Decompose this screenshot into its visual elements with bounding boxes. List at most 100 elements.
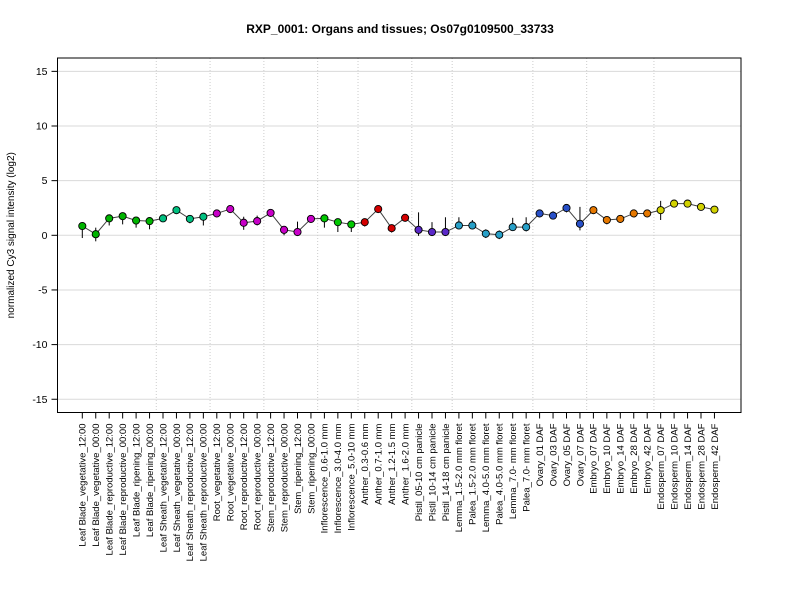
data-point xyxy=(710,205,719,214)
data-point xyxy=(495,230,504,239)
x-tick-label: Ovary_01 DAF xyxy=(535,423,546,486)
data-point xyxy=(427,227,437,237)
data-point xyxy=(105,214,114,223)
x-tick-label: Inflorescence_3.0-4.0 mm xyxy=(333,423,344,533)
data-point xyxy=(616,214,625,223)
data-point xyxy=(306,214,316,223)
x-tick-label: Leaf Blade_reproductive_12:00 xyxy=(105,424,116,556)
data-point xyxy=(347,220,356,229)
data-point xyxy=(333,218,342,227)
x-tick-label: Ovary_03 DAF xyxy=(548,423,559,486)
x-tick-label: Stem_ripening_12:00 xyxy=(293,424,304,514)
data-point xyxy=(589,206,598,215)
data-point xyxy=(212,209,221,218)
x-tick-label: Palea_4.0-5.0 mm floret xyxy=(495,423,506,525)
x-tick-label: Pistil_05-10 cm panicle xyxy=(414,424,425,522)
data-point xyxy=(118,212,127,221)
y-tick-label: -15 xyxy=(32,394,47,406)
data-point xyxy=(549,211,558,220)
data-point xyxy=(481,229,490,238)
data-point xyxy=(683,199,692,208)
x-tick-label: Embryo_14 DAF xyxy=(616,423,627,493)
data-point xyxy=(535,209,544,218)
x-tick-label: Lemma_1.5-2.0 mm floret xyxy=(454,423,465,532)
data-point xyxy=(414,225,423,234)
data-point xyxy=(253,217,262,226)
x-tick-label: Leaf Blade_ripening_12:00 xyxy=(131,424,142,538)
data-point xyxy=(670,199,679,208)
data-point xyxy=(172,206,181,215)
x-tick-label: Inflorescence_0.6-1.0 mm xyxy=(320,423,331,533)
data-point xyxy=(387,224,396,233)
x-tick-label: Leaf Blade_vegetative_00:00 xyxy=(91,424,102,547)
data-point xyxy=(454,221,463,230)
data-point xyxy=(508,223,517,232)
data-point xyxy=(320,214,329,223)
data-point xyxy=(696,202,706,211)
x-tick-label: Leaf Blade_ripening_00:00 xyxy=(145,424,156,538)
x-tick-label: Ovary_07 DAF xyxy=(575,423,586,486)
data-point xyxy=(374,205,383,214)
x-tick-label: Endosperm_07 DAF xyxy=(656,423,667,509)
data-point xyxy=(185,214,194,223)
x-tick-label: Stem_reproductive_12:00 xyxy=(266,424,277,533)
y-tick-label: -10 xyxy=(32,339,47,351)
x-tick-label: Leaf Sheath_reproductive_00:00 xyxy=(199,424,210,562)
x-tick-label: Anther_0.3-0.6 mm xyxy=(360,423,371,504)
data-point xyxy=(279,225,289,234)
data-point xyxy=(360,218,369,227)
data-point xyxy=(145,217,154,226)
x-tick-label: Lemma_4.0-5.0 mm floret xyxy=(481,423,492,532)
x-tick-label: Root_reproductive_00:00 xyxy=(252,424,263,531)
data-point xyxy=(629,209,638,218)
data-point xyxy=(293,227,302,237)
x-tick-label: Ovary_05 DAF xyxy=(562,423,573,486)
x-tick-label: Leaf Blade_reproductive_00:00 xyxy=(118,424,129,556)
x-tick-label: Leaf Sheath_vegetative_12:00 xyxy=(158,424,169,553)
data-point xyxy=(522,223,531,232)
x-tick-label: Endosperm_28 DAF xyxy=(696,423,707,509)
x-tick-label: Leaf Sheath_reproductive_12:00 xyxy=(185,424,196,562)
data-point xyxy=(401,213,410,222)
x-tick-label: Palea_7.0- mm floret xyxy=(521,423,532,512)
data-point xyxy=(91,230,100,239)
data-point xyxy=(239,218,248,227)
data-point xyxy=(643,209,652,218)
data-point xyxy=(441,227,450,237)
y-tick-label: 5 xyxy=(42,175,48,187)
data-point xyxy=(602,215,611,225)
y-tick-label: 0 xyxy=(42,230,48,242)
y-axis-label: normalized Cy3 signal intensity (log2) xyxy=(6,152,17,318)
x-tick-label: Endosperm_42 DAF xyxy=(710,423,721,509)
x-tick-label: Inflorescence_5.0-10 mm xyxy=(347,423,358,530)
x-tick-label: Root_vegetative_12:00 xyxy=(212,424,223,522)
x-tick-label: Embryo_42 DAF xyxy=(643,423,654,493)
y-tick-label: 15 xyxy=(36,66,48,78)
x-tick-label: Embryo_10 DAF xyxy=(602,423,613,493)
data-point xyxy=(158,214,168,223)
x-tick-label: Embryo_07 DAF xyxy=(589,423,600,493)
x-tick-label: Anther_1.6-2.0 mm xyxy=(400,423,411,504)
data-point xyxy=(468,221,477,230)
x-tick-label: Endosperm_14 DAF xyxy=(683,423,694,509)
x-tick-label: Pistil_10-14 cm panicle xyxy=(427,424,438,522)
x-tick-label: Pistil_14-18 cm panicle xyxy=(441,424,452,522)
x-tick-label: Lemma_7.0- mm floret xyxy=(508,423,519,519)
y-tick-label: 10 xyxy=(36,121,48,133)
data-point xyxy=(266,208,275,217)
data-point xyxy=(656,206,665,215)
data-point xyxy=(575,219,585,228)
data-point xyxy=(78,221,87,231)
x-tick-label: Leaf Blade_vegetative_12:00 xyxy=(78,424,89,547)
x-tick-label: Root_vegetative_00:00 xyxy=(226,424,237,522)
x-tick-label: Stem_reproductive_00:00 xyxy=(279,424,290,533)
chart-title: RXP_0001: Organs and tissues; Os07g01095… xyxy=(246,22,554,36)
x-tick-label: Leaf Sheath_vegetative_00:00 xyxy=(172,424,183,553)
x-tick-label: Anther_0.7-1.0 mm xyxy=(374,423,385,504)
x-tick-label: Embryo_28 DAF xyxy=(629,423,640,493)
x-tick-label: Anther_1.2-1.5 mm xyxy=(387,423,398,504)
data-point xyxy=(132,216,141,225)
x-tick-label: Palea_1.5-2.0 mm floret xyxy=(468,423,479,525)
y-tick-label: -5 xyxy=(38,284,47,296)
